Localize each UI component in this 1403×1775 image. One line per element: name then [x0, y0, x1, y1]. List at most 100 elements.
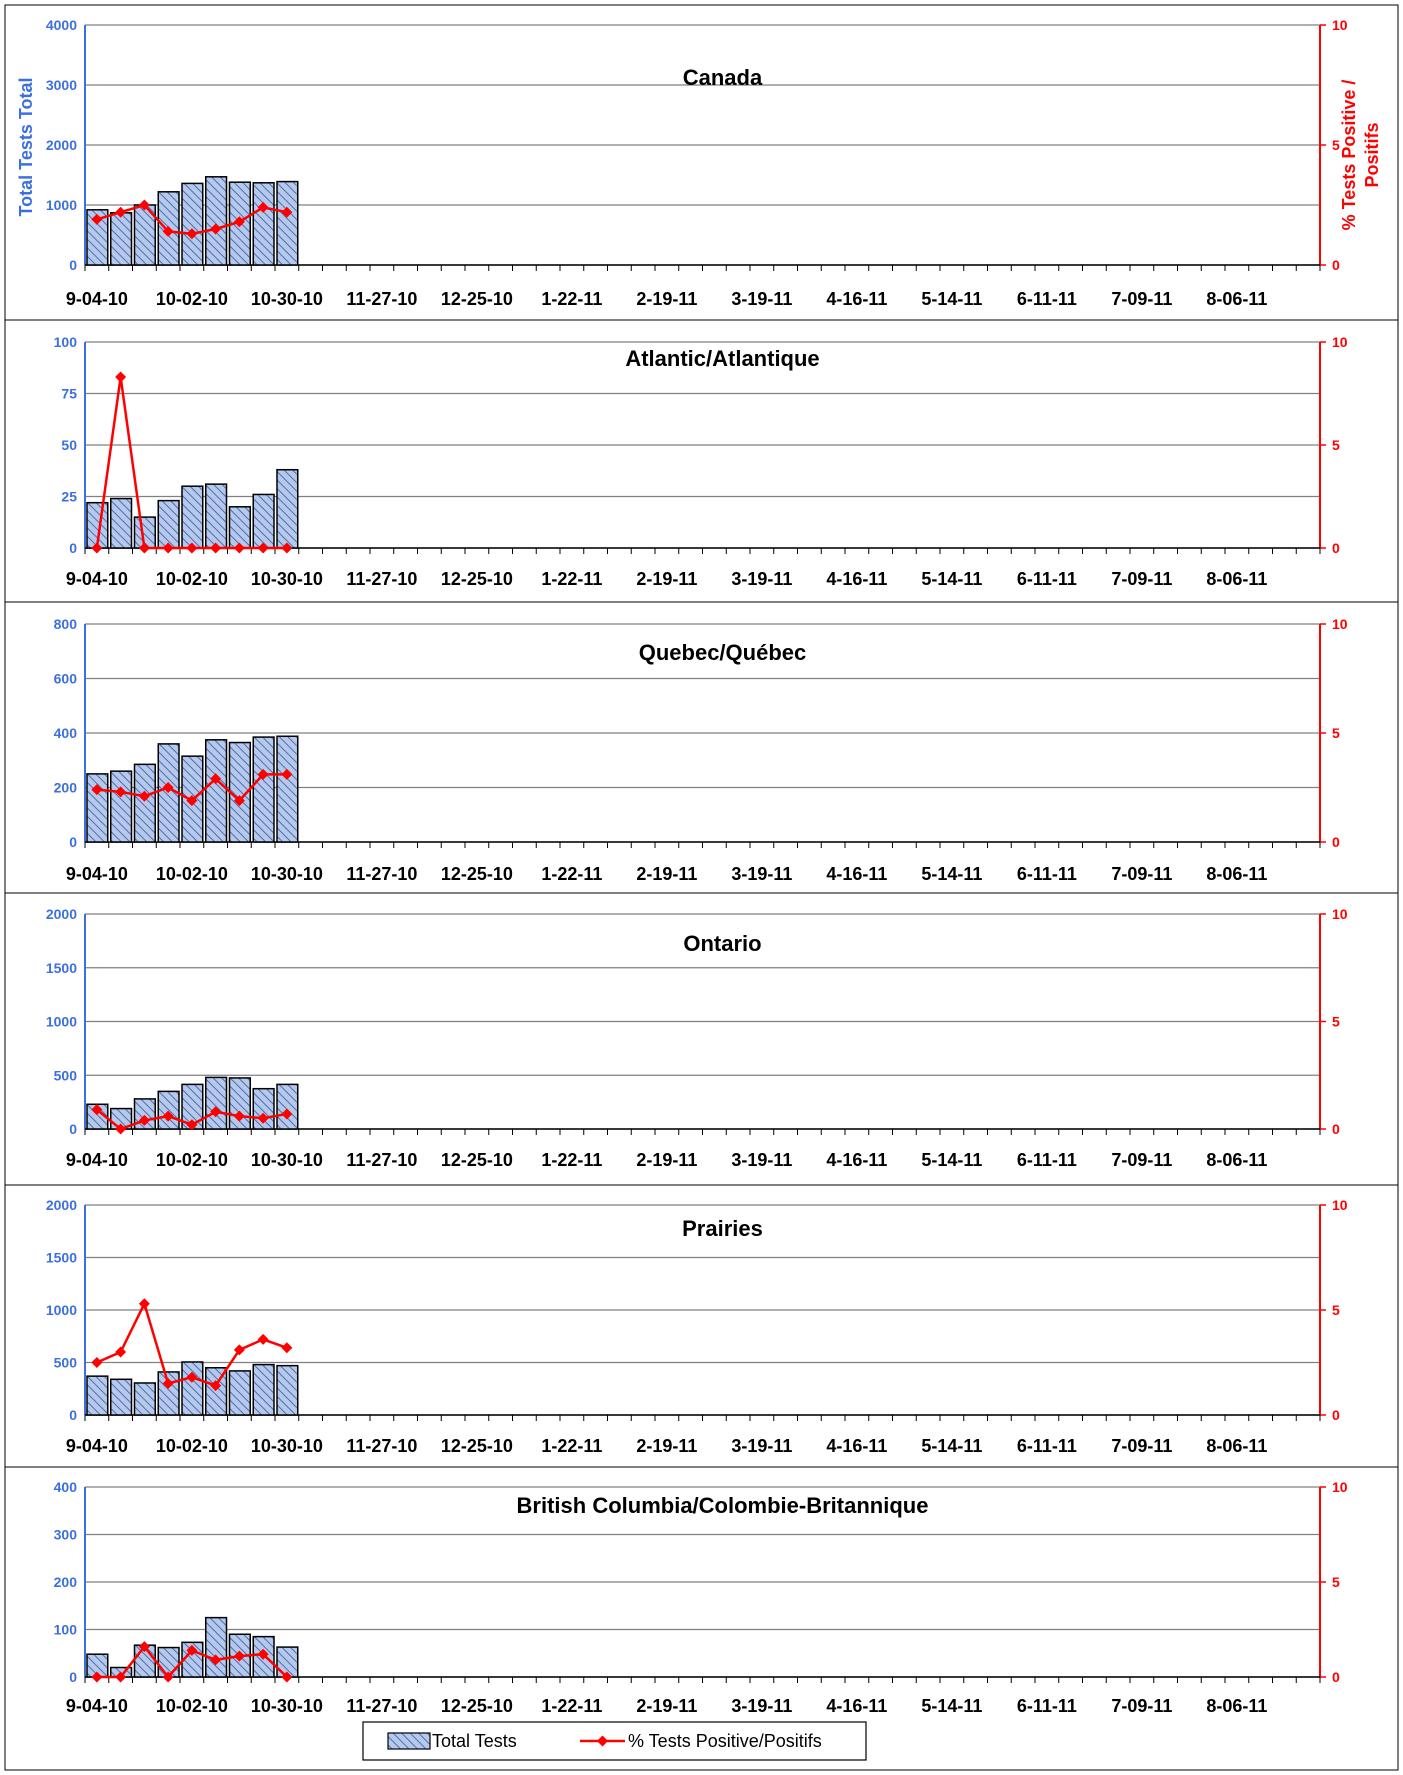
y2-tick-label: 0	[1332, 834, 1340, 850]
y2-tick-label: 5	[1332, 137, 1340, 153]
chart-title: British Columbia/Colombie-Britannique	[517, 1493, 929, 1518]
x-tick-label: 6-11-11	[1017, 1436, 1077, 1456]
y-tick-label: 200	[54, 780, 78, 796]
x-tick-label: 10-30-10	[251, 1150, 323, 1170]
x-tick-label: 3-19-11	[731, 1696, 792, 1716]
bar	[86, 1375, 109, 1416]
x-tick-label: 4-16-11	[826, 1150, 887, 1170]
y-tick-label: 0	[69, 834, 77, 850]
legend-line-label: % Tests Positive/Positifs	[628, 1731, 822, 1751]
x-tick-label: 6-11-11	[1017, 289, 1077, 309]
bar	[228, 1370, 251, 1416]
y2-tick-label: 10	[1332, 1479, 1348, 1495]
x-tick-label: 7-09-11	[1111, 1696, 1172, 1716]
bar	[228, 506, 251, 549]
chart-panel-3: 0 200 400 600 800 0 5 10 9-04-10 10-02-10 10-30-10…	[4, 601, 1399, 894]
chart-title: Atlantic/Atlantique	[625, 346, 819, 371]
chart-panel-6: 0 100 200 300 400 0 5 10 9-04-10 10-02-10 10-30-10…	[4, 1466, 1399, 1771]
panel-border	[4, 319, 1399, 603]
y-tick-label: 50	[61, 437, 77, 453]
line-point	[233, 795, 245, 807]
x-tick-label: 11-27-10	[346, 569, 417, 589]
chart-panel-5: 0 500 1000 1500 2000 0 5 10 9-04-10 10-02-10 10-30…	[4, 1184, 1399, 1468]
y-tick-label: 3000	[46, 77, 77, 93]
line-point	[186, 1644, 198, 1656]
chart-title: Ontario	[683, 931, 761, 956]
x-tick-label: 12-25-10	[441, 569, 513, 589]
line-point	[257, 1112, 269, 1124]
line-point	[162, 225, 174, 237]
x-tick-label: 9-04-10	[66, 1150, 128, 1170]
line-point	[233, 1344, 245, 1356]
x-tick-label: 7-09-11	[1111, 569, 1172, 589]
x-tick-label: 10-02-10	[156, 1150, 228, 1170]
line-point	[281, 206, 293, 218]
panel-border	[4, 1466, 1399, 1771]
bar	[86, 209, 109, 266]
legend: Total Tests % Tests Positive/Positifs	[362, 1721, 867, 1761]
line-point	[138, 790, 150, 802]
line-point	[210, 542, 222, 554]
x-tick-label: 2-19-11	[636, 1436, 697, 1456]
line-point	[115, 206, 127, 218]
legend-bar-swatch	[387, 1732, 431, 1750]
y2-tick-label: 0	[1332, 1121, 1340, 1137]
bar	[252, 1363, 275, 1416]
line-point	[281, 768, 293, 780]
y2-tick-label: 5	[1332, 437, 1340, 453]
y-tick-label: 100	[54, 334, 78, 350]
line-point	[115, 1671, 127, 1683]
x-tick-label: 6-11-11	[1017, 1150, 1077, 1170]
y-tick-label: 1000	[46, 197, 77, 213]
bar	[110, 1378, 133, 1416]
x-tick-label: 10-02-10	[156, 569, 228, 589]
y2-tick-label: 5	[1332, 1302, 1340, 1318]
bar	[133, 1382, 156, 1416]
y-tick-label: 500	[54, 1355, 78, 1371]
x-tick-label: 11-27-10	[346, 289, 417, 309]
line-point	[233, 1650, 245, 1662]
x-tick-label: 5-14-11	[921, 569, 982, 589]
x-tick-label: 5-14-11	[921, 1150, 982, 1170]
x-tick-label: 3-19-11	[731, 864, 792, 884]
chart-title: Prairies	[682, 1216, 763, 1241]
x-tick-label: 8-06-11	[1206, 864, 1267, 884]
x-tick-label: 10-02-10	[156, 1696, 228, 1716]
y-axis-title: Total Tests Total	[16, 77, 36, 216]
x-tick-label: 8-06-11	[1206, 1150, 1267, 1170]
x-tick-label: 9-04-10	[66, 864, 128, 884]
bar	[181, 485, 204, 549]
line-point	[257, 201, 269, 213]
x-tick-label: 1-22-11	[541, 864, 602, 884]
line-point	[210, 1380, 222, 1392]
line-point	[257, 542, 269, 554]
x-tick-label: 4-16-11	[826, 1436, 887, 1456]
panel-border	[4, 1184, 1399, 1468]
x-tick-label: 1-22-11	[541, 289, 602, 309]
chart-panel-2: 0 25 50 75 100 0 5 10 9-04-10 10-02-10 10-30-10 11-…	[4, 319, 1399, 603]
bar	[86, 773, 109, 843]
x-tick-label: 9-04-10	[66, 1696, 128, 1716]
y-tick-label: 25	[61, 489, 77, 505]
bar	[276, 180, 299, 266]
y-tick-label: 2000	[46, 906, 77, 922]
x-tick-label: 7-09-11	[1111, 1150, 1172, 1170]
x-tick-label: 8-06-11	[1206, 1436, 1267, 1456]
y-tick-label: 400	[54, 725, 78, 741]
x-tick-label: 4-16-11	[826, 1696, 887, 1716]
line-point	[210, 1106, 222, 1118]
bar	[228, 1077, 251, 1130]
legend-line-marker	[597, 1735, 608, 1747]
line-point	[186, 542, 198, 554]
y2-tick-label: 10	[1332, 1197, 1348, 1213]
bar	[276, 468, 299, 549]
bar	[181, 182, 204, 266]
x-tick-label: 9-04-10	[66, 569, 128, 589]
x-tick-label: 10-30-10	[251, 864, 323, 884]
bar	[205, 739, 228, 843]
x-tick-label: 3-19-11	[731, 569, 792, 589]
x-tick-label: 3-19-11	[731, 1436, 792, 1456]
x-tick-label: 8-06-11	[1206, 1696, 1267, 1716]
chart-panel-1: 0 1000 2000 3000 4000 0 5 10 9-04-10 10-02-10 10-3…	[4, 4, 1399, 321]
